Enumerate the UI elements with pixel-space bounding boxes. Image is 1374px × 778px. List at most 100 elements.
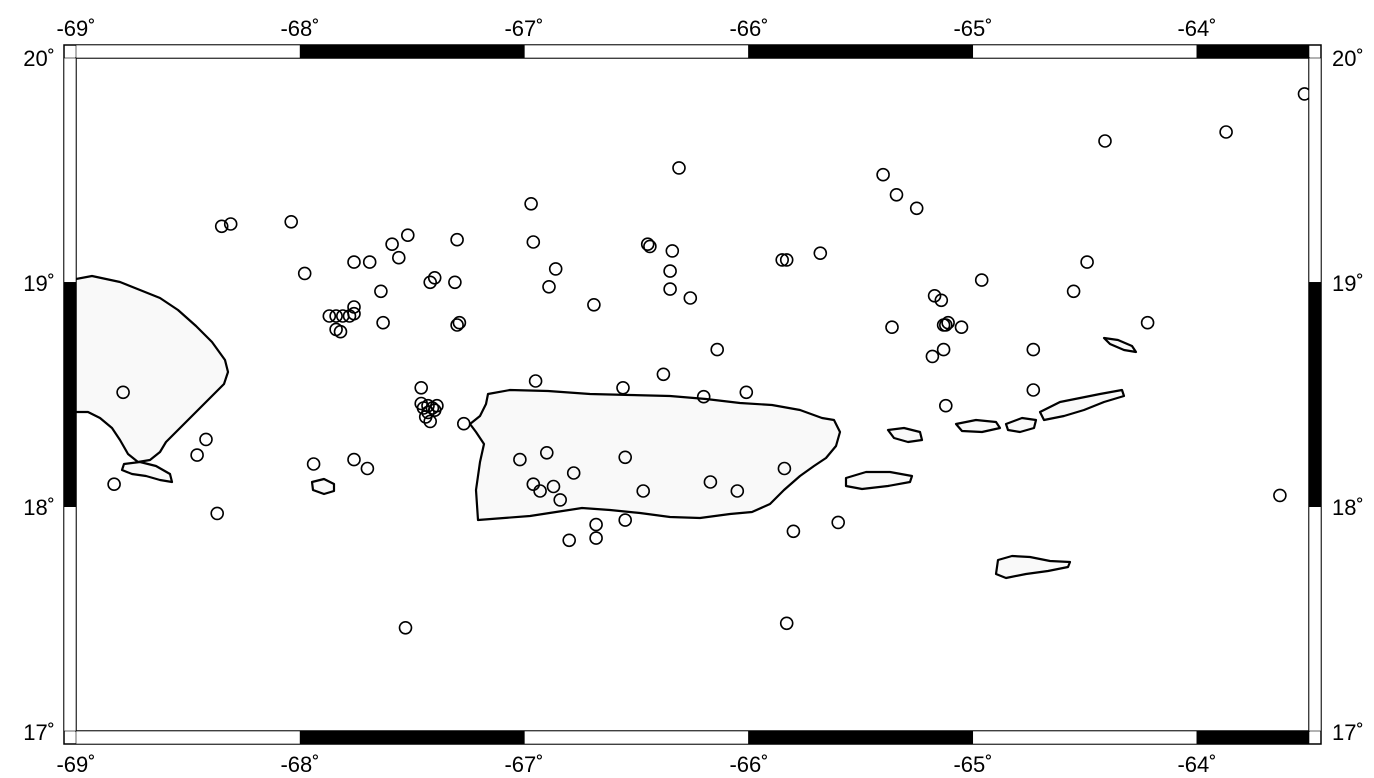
earthquake-marker [1080,255,1094,269]
earthquake-marker [703,475,718,489]
earthquake-marker [954,320,969,335]
earthquake-marker [672,161,686,175]
earthquake-marker [889,188,904,202]
earthquake-marker [450,318,464,332]
earthquake-marker [1026,383,1041,397]
earthquake-marker [347,255,361,269]
earthquake-marker [925,349,940,364]
map-frame [63,44,1322,745]
earthquake-marker [542,279,556,294]
frame-segment [63,506,77,732]
lon-label-bottom: -65˚ [953,752,992,777]
earthquake-marker [739,385,754,400]
earthquake-marker [297,266,312,281]
earthquake-marker [779,253,794,267]
frame-segment [524,44,749,59]
earthquake-marker [589,531,603,545]
frame-segment [524,730,749,745]
frame-segment [748,730,974,745]
earthquake-marker [333,324,348,339]
outer-border [63,44,1322,745]
earthquake-marker [1273,488,1287,503]
lon-label-bottom: -67˚ [504,752,543,777]
lon-label-top: -69˚ [56,16,95,41]
lon-label-top: -67˚ [504,16,543,41]
earthquake-marker [618,513,633,527]
earthquake-marker [190,448,204,462]
frame-segment [299,730,525,745]
earthquake-marker [618,450,633,465]
earthquake-marker [430,398,444,413]
earthquake-marker [876,167,890,182]
frame-segment [1308,506,1322,732]
lon-label-top: -65˚ [953,16,992,41]
earthquake-marker [360,461,375,476]
earthquake-marker [1098,134,1112,148]
lon-label-bottom: -69˚ [56,752,95,777]
earthquake-marker [777,461,792,476]
earthquake-marker [452,315,467,330]
frame-segment [75,730,301,745]
earthquake-marker [1219,125,1233,139]
earthquake-marker [779,616,794,631]
earthquake-marker [636,484,651,498]
earthquake-marker [546,479,561,494]
earthquake-marker [663,264,677,278]
earthquake-marker [730,484,745,498]
mona-island [310,477,336,496]
frame-segment [75,44,301,59]
frame-segment [1196,730,1310,745]
earthquake-marker [539,445,554,460]
earthquake-marker [210,506,224,521]
earthquake-marker [513,452,527,467]
earthquake-marker [448,275,462,290]
earthquake-marker [696,389,711,404]
earthquake-marker [526,477,541,492]
earthquake-marker [974,273,989,287]
frame-segment [63,282,77,507]
earthquake-marker [936,342,951,357]
saona-island [120,460,174,484]
lat-label-right: 19˚ [1332,271,1364,296]
earthquake-marker [566,466,581,480]
st-croix-island [994,554,1072,580]
earthquake-marker [284,215,299,229]
lat-label-left: 18˚ [23,495,55,520]
earthquake-marker [526,235,541,249]
earthquake-marker [456,416,471,431]
frame-segment [748,44,974,59]
earthquake-marker [927,288,942,303]
st-john-island [1004,416,1038,434]
earthquake-marker [1026,342,1041,357]
earthquake-marker [199,432,213,447]
frame-segment [299,44,525,59]
earthquake-marker [1297,87,1309,101]
earthquake-marker [450,232,464,247]
checkerboard-frame [63,44,1322,745]
anegada-island [1102,336,1138,354]
earthquake-marker [524,197,538,211]
earthquake-marker [347,452,361,467]
earthquake-marker [414,380,429,395]
lat-label-left: 17˚ [23,720,55,745]
earthquake-marker [1066,284,1081,299]
earthquake-marker [528,374,543,388]
earthquake-marker [589,517,603,532]
frame-segment [1308,282,1322,507]
tick-labels: -69˚ -68˚ -67˚ -66˚ -65˚ -64˚ -69˚ -68˚ … [23,16,1364,777]
frame-segment [63,57,77,283]
earthquake-marker [941,315,955,330]
earthquake-marker [427,270,442,285]
earthquake-marker [223,217,238,231]
lat-label-right: 18˚ [1332,495,1364,520]
earthquake-marker [938,398,953,413]
earthquake-marker [562,533,577,548]
earthquake-marker [329,309,343,323]
earthquake-marker [116,385,130,400]
earthquake-marker [400,228,415,242]
culebra-island [886,426,924,444]
earthquake-marker [391,250,406,265]
earthquake-marker [398,620,413,635]
frame-segment [972,44,1198,59]
